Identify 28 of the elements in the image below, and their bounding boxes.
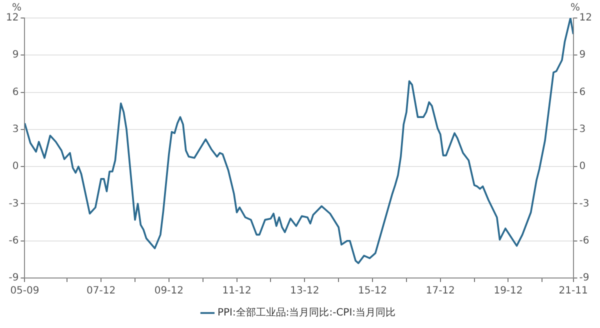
- y-tick-label: -6: [8, 235, 19, 246]
- y2-tick-label: 0: [579, 161, 586, 172]
- y-tick-label: 3: [12, 124, 19, 136]
- x-tick-label: 11-12: [222, 286, 252, 297]
- y-tick-label: 0: [12, 161, 19, 172]
- y-tick-label: 9: [12, 50, 19, 61]
- y2-tick-label: -9: [579, 272, 590, 284]
- x-tick-label: 15-12: [358, 286, 388, 297]
- x-tick-label: 21-11: [558, 286, 588, 297]
- y2-tick-label: -3: [579, 198, 590, 210]
- x-tick-label: 17-12: [426, 286, 455, 297]
- y2-tick-label: 12: [579, 12, 592, 24]
- x-tick-label: 19-12: [494, 286, 523, 297]
- x-tick-label: 05-09: [10, 286, 40, 297]
- y-tick-label: -9: [8, 272, 19, 284]
- y2-axis-title: %: [570, 2, 580, 14]
- y-tick-label: 12: [6, 12, 19, 24]
- y2-tick-label: -6: [579, 235, 590, 246]
- y2-tick-label: 3: [579, 124, 586, 136]
- y2-tick-label: 6: [579, 86, 586, 98]
- y-axis-title: %: [12, 2, 22, 14]
- x-tick-label: 07-12: [86, 286, 116, 297]
- y-tick-label: 6: [12, 86, 19, 98]
- y-tick-label: -3: [8, 198, 19, 210]
- x-tick-label: 09-12: [154, 286, 184, 297]
- x-tick-label: 13-12: [290, 286, 320, 297]
- legend-label: PPI:全部工业品:当月同比:-CPI:当月同比: [217, 306, 396, 319]
- y2-tick-label: 9: [579, 50, 586, 61]
